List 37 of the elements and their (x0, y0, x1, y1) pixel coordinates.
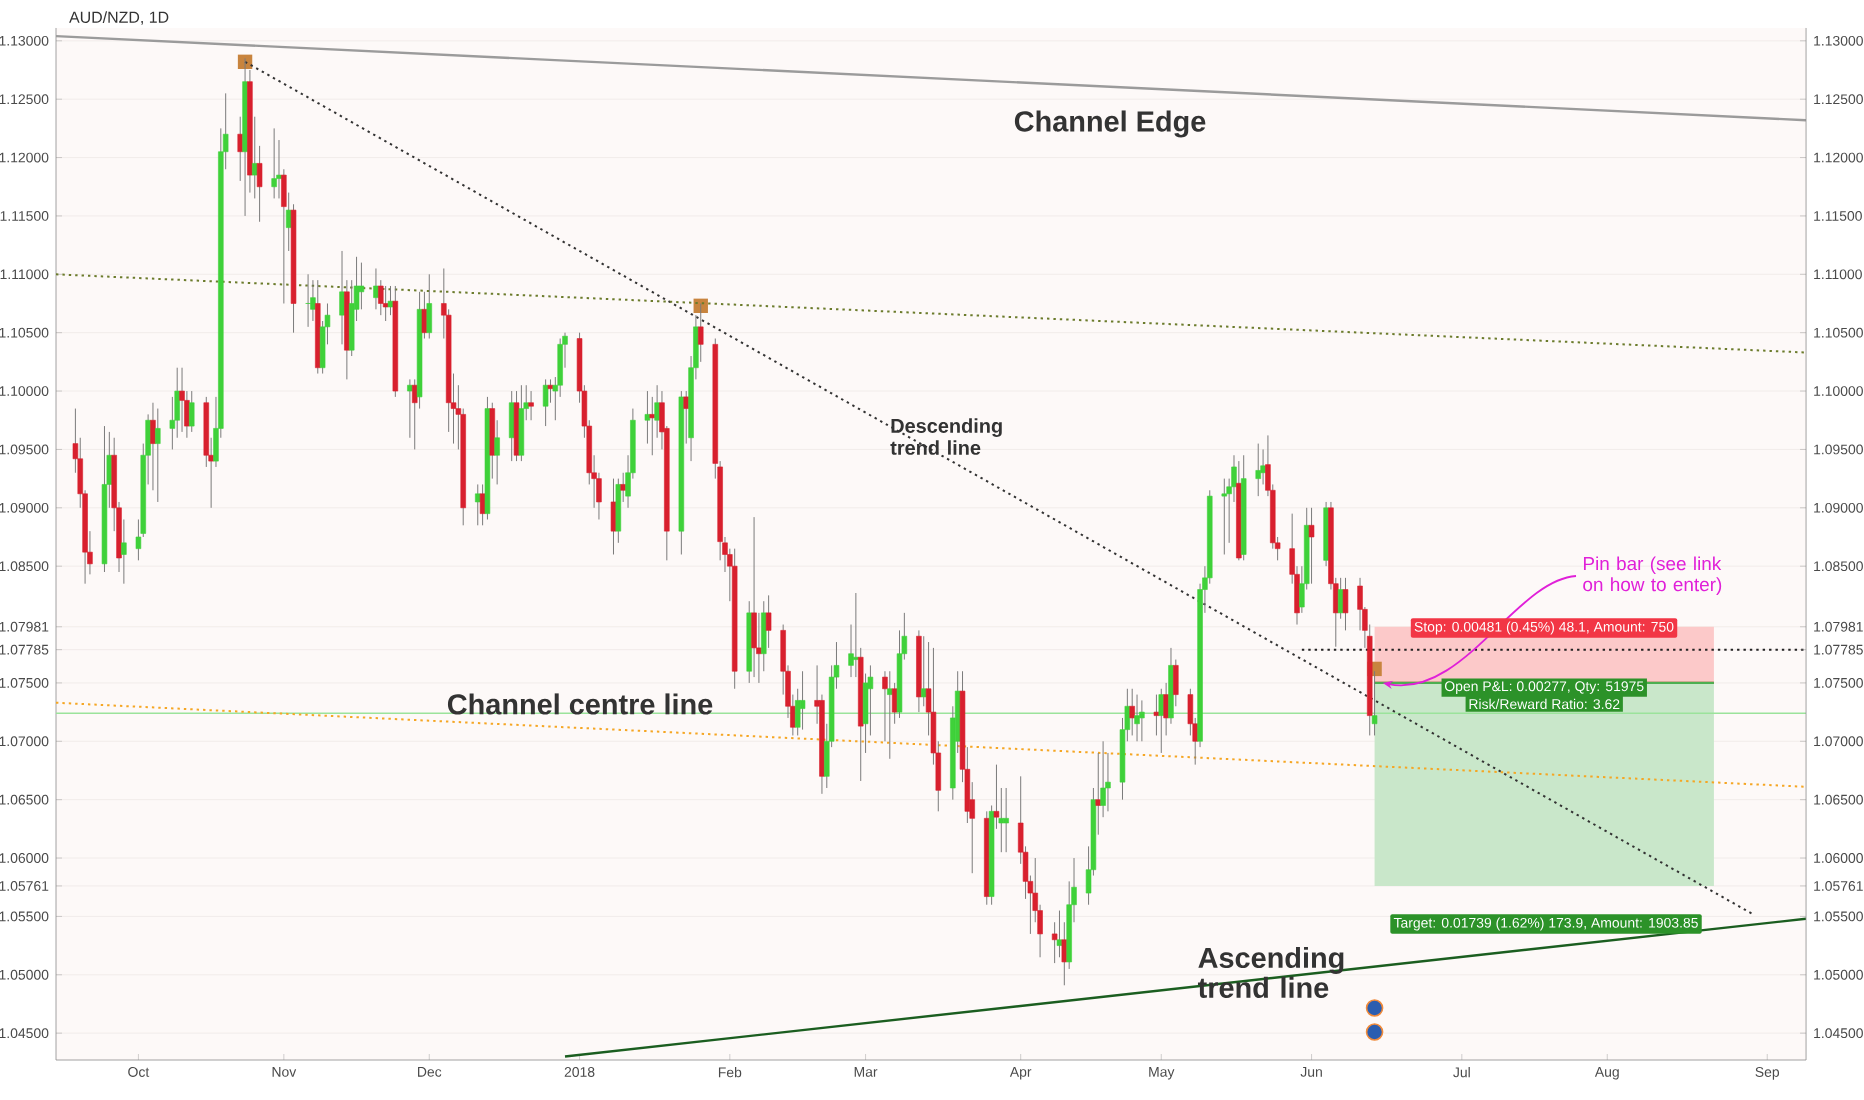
candlestick (547, 378, 554, 404)
candlestick (1056, 910, 1063, 958)
candlestick (179, 367, 185, 433)
candlestick (610, 478, 617, 555)
candlestick (1255, 443, 1261, 497)
candlestick (1342, 577, 1349, 631)
candlestick (189, 390, 195, 433)
annotation: Channel centre line (447, 693, 713, 715)
candlestick (373, 267, 379, 310)
candlestick (799, 670, 806, 731)
candlestick (489, 402, 496, 480)
candlestick (1134, 694, 1140, 742)
candlestick (862, 673, 869, 754)
candlestick (271, 127, 277, 199)
annotation: Ascending trend line (1197, 946, 1344, 998)
candlestick (426, 273, 432, 340)
candlestick (921, 635, 927, 707)
annotation: Channel Edge (1014, 110, 1206, 138)
candlestick (751, 516, 757, 678)
candlestick (155, 408, 161, 503)
candlestick (475, 483, 481, 526)
candlestick (387, 285, 394, 316)
candlestick (1221, 478, 1228, 555)
candlestick (1308, 507, 1315, 585)
candlestick (765, 594, 772, 649)
candlestick (382, 285, 389, 322)
candlestick (1158, 688, 1164, 754)
candlestick (1003, 787, 1009, 853)
candlestick (1129, 688, 1135, 736)
candlestick (528, 390, 534, 421)
candlestick (1153, 694, 1160, 736)
candlestick (1139, 699, 1145, 742)
candlestick (358, 262, 365, 310)
candlestick (421, 291, 428, 340)
annotation: Descending trend line (890, 418, 1002, 455)
candlestick (887, 670, 893, 760)
annotation: Pin bar (see link on how to enter) (1583, 556, 1722, 595)
